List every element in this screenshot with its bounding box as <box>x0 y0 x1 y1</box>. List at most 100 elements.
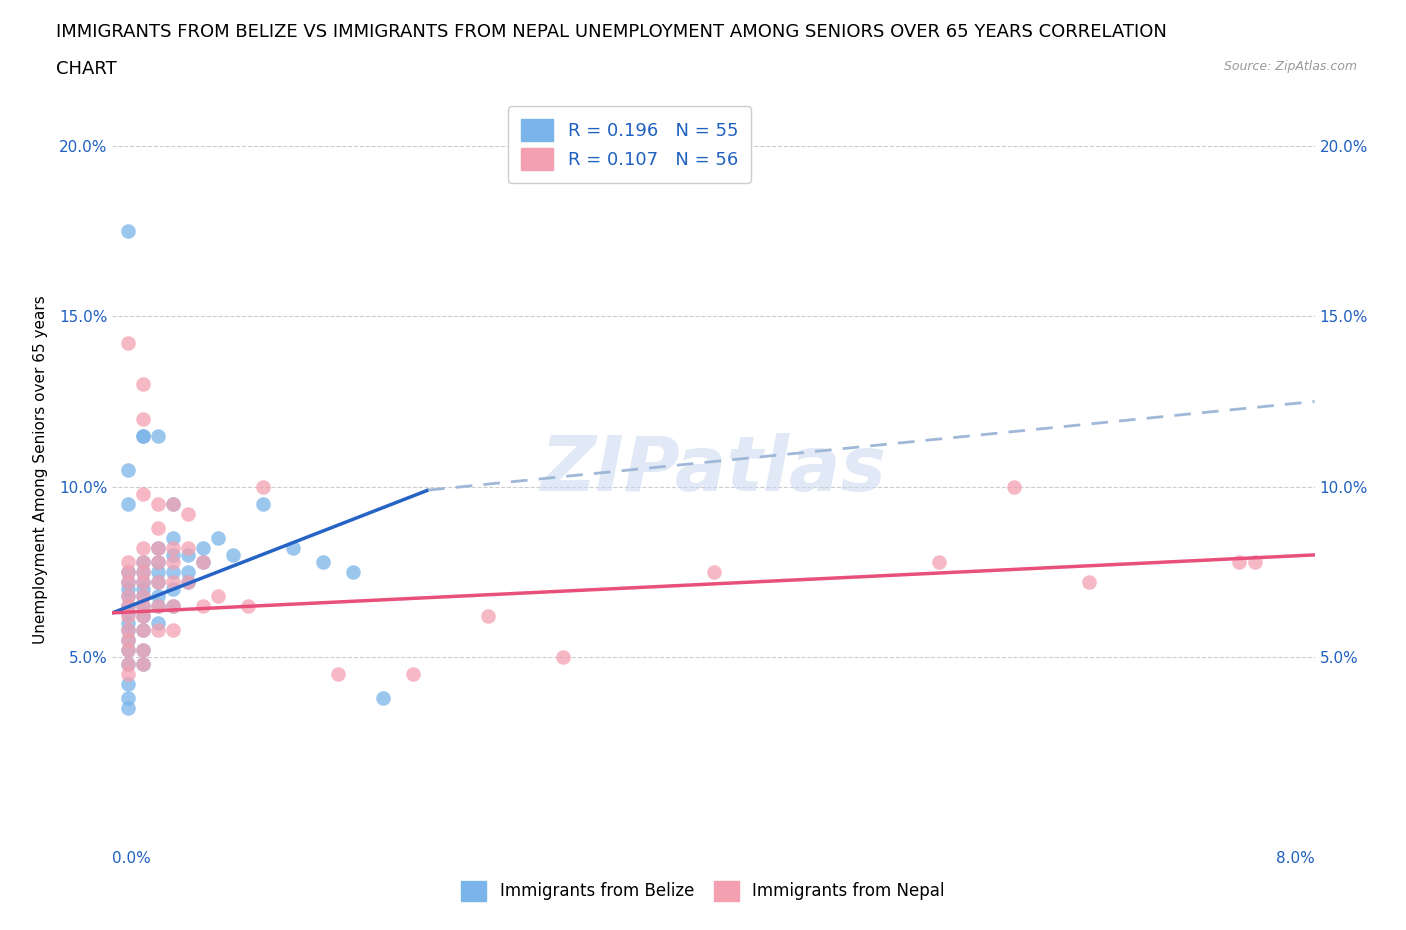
Point <box>342 565 364 579</box>
Point <box>131 428 153 443</box>
Y-axis label: Unemployment Among Seniors over 65 years: Unemployment Among Seniors over 65 years <box>34 296 48 644</box>
Point <box>146 540 169 555</box>
Point <box>326 667 349 682</box>
Point <box>117 565 139 579</box>
Point <box>117 223 139 238</box>
Point <box>146 599 169 614</box>
Point <box>117 599 139 614</box>
Point <box>146 554 169 569</box>
Point <box>553 650 575 665</box>
Point <box>131 589 153 604</box>
Point <box>131 589 153 604</box>
Point <box>117 336 139 351</box>
Point <box>146 497 169 512</box>
Point <box>146 554 169 569</box>
Point <box>131 657 153 671</box>
Text: 8.0%: 8.0% <box>1275 851 1315 866</box>
Point <box>162 599 184 614</box>
Point <box>207 530 229 545</box>
Point <box>146 589 169 604</box>
Point <box>162 622 184 637</box>
Point <box>1002 479 1025 494</box>
Point <box>131 609 153 624</box>
Text: CHART: CHART <box>56 60 117 78</box>
Point <box>131 622 153 637</box>
Point <box>131 575 153 590</box>
Point <box>162 575 184 590</box>
Point <box>191 599 214 614</box>
Point <box>117 616 139 631</box>
Point <box>117 632 139 647</box>
Point <box>162 497 184 512</box>
Point <box>162 548 184 563</box>
Point <box>162 530 184 545</box>
Point <box>176 540 198 555</box>
Point <box>191 554 214 569</box>
Point <box>117 581 139 596</box>
Point <box>117 462 139 477</box>
Point <box>117 609 139 624</box>
Legend: Immigrants from Belize, Immigrants from Nepal: Immigrants from Belize, Immigrants from … <box>454 874 952 908</box>
Point <box>117 497 139 512</box>
Point <box>162 581 184 596</box>
Point <box>117 575 139 590</box>
Point <box>117 701 139 716</box>
Point <box>131 643 153 658</box>
Point <box>252 497 274 512</box>
Point <box>207 589 229 604</box>
Point <box>131 575 153 590</box>
Point <box>176 575 198 590</box>
Point <box>162 599 184 614</box>
Point <box>402 667 425 682</box>
Point <box>281 540 304 555</box>
Point <box>146 428 169 443</box>
Point <box>146 565 169 579</box>
Point <box>117 589 139 604</box>
Point <box>162 540 184 555</box>
Point <box>176 575 198 590</box>
Point <box>146 575 169 590</box>
Point <box>131 428 153 443</box>
Point <box>117 554 139 569</box>
Legend: R = 0.196   N = 55, R = 0.107   N = 56: R = 0.196 N = 55, R = 0.107 N = 56 <box>508 106 751 183</box>
Point <box>117 599 139 614</box>
Point <box>131 643 153 658</box>
Point <box>191 554 214 569</box>
Point <box>117 667 139 682</box>
Point <box>117 575 139 590</box>
Point <box>131 565 153 579</box>
Text: 0.0%: 0.0% <box>112 851 152 866</box>
Point <box>131 377 153 392</box>
Point <box>146 520 169 535</box>
Point <box>117 677 139 692</box>
Text: IMMIGRANTS FROM BELIZE VS IMMIGRANTS FROM NEPAL UNEMPLOYMENT AMONG SENIORS OVER : IMMIGRANTS FROM BELIZE VS IMMIGRANTS FRO… <box>56 23 1167 41</box>
Point <box>117 605 139 620</box>
Point <box>371 691 394 706</box>
Point <box>928 554 950 569</box>
Point <box>477 609 499 624</box>
Point <box>146 540 169 555</box>
Point <box>131 486 153 501</box>
Point <box>1243 554 1265 569</box>
Point <box>146 616 169 631</box>
Point <box>131 599 153 614</box>
Point <box>117 657 139 671</box>
Point <box>312 554 335 569</box>
Text: ZIPatlas: ZIPatlas <box>540 432 887 507</box>
Point <box>117 643 139 658</box>
Point <box>117 589 139 604</box>
Point <box>252 479 274 494</box>
Point <box>131 411 153 426</box>
Point <box>1078 575 1101 590</box>
Point <box>131 622 153 637</box>
Point <box>117 691 139 706</box>
Point <box>131 554 153 569</box>
Point <box>146 622 169 637</box>
Point <box>236 599 259 614</box>
Point <box>117 632 139 647</box>
Point <box>146 575 169 590</box>
Point <box>131 657 153 671</box>
Point <box>131 554 153 569</box>
Point <box>131 581 153 596</box>
Point <box>162 497 184 512</box>
